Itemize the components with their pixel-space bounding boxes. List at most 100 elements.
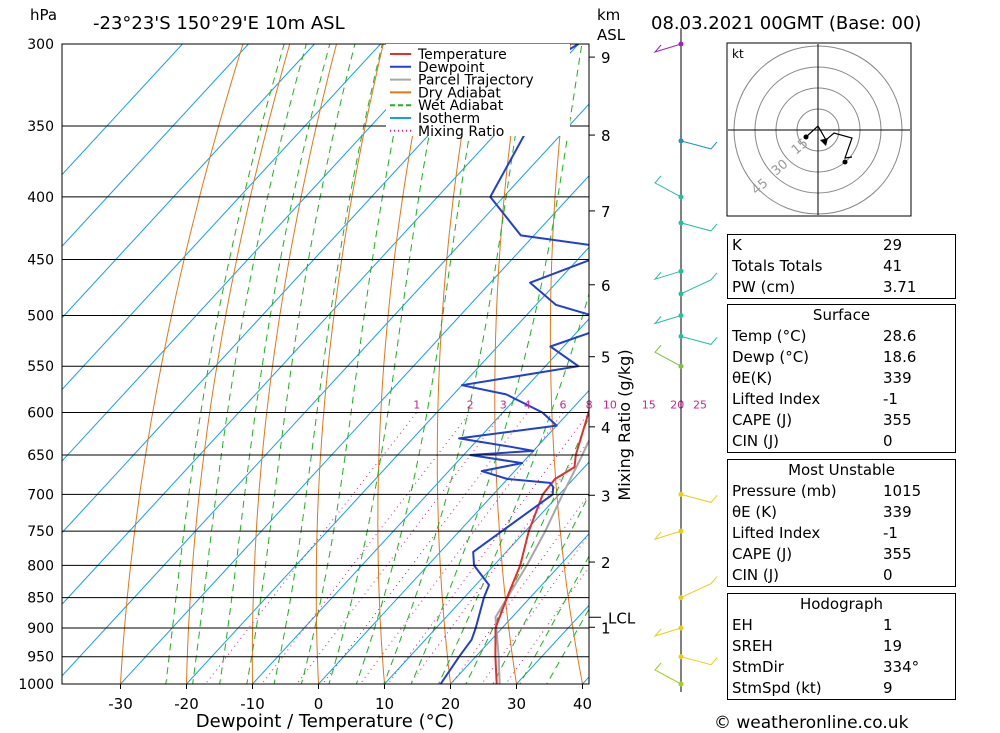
wet-adiabat-line xyxy=(492,493,589,684)
legend-label: Dry Adiabat xyxy=(418,85,501,101)
pressure-tick-label: 400 xyxy=(27,190,54,206)
isotherm-line xyxy=(62,103,589,677)
dry-adiabat-line xyxy=(377,44,431,684)
most-unstable-row: CIN (J) 0 xyxy=(732,566,893,584)
mixing-ratio-line xyxy=(505,566,589,684)
hodograph-row: EH 1 xyxy=(732,616,893,634)
legend-label: Isotherm xyxy=(418,111,480,127)
mixing-ratio-label: 25 xyxy=(693,398,707,411)
wet-adiabat-line xyxy=(192,44,307,684)
wind-barb xyxy=(654,344,682,367)
mixing-ratio-label: 10 xyxy=(603,398,617,411)
mixing-ratio-label: 3 xyxy=(500,398,507,411)
km-tick-label: 6 xyxy=(601,277,611,295)
footer-credit: © weatheronline.co.uk xyxy=(714,713,909,733)
hodograph-title: Hodograph xyxy=(799,595,884,613)
km-tick-label: 1 xyxy=(601,619,611,637)
km-tick-label: 7 xyxy=(601,203,611,221)
surface-row: θE(K) 339 xyxy=(732,369,912,387)
pressure-tick-label: 350 xyxy=(27,119,54,135)
isotherm-line xyxy=(62,44,579,606)
most-unstable-row: θE (K) 339 xyxy=(732,503,912,521)
wind-barb-point xyxy=(678,625,684,631)
x-axis-title: Dewpoint / Temperature (°C) xyxy=(196,711,454,732)
wind-barb xyxy=(680,140,718,150)
pressure-tick-label: 550 xyxy=(27,359,54,375)
pressure-tick-label: 600 xyxy=(27,405,54,421)
wet-adiabat-line xyxy=(383,44,531,684)
hodograph-unit-label: kt xyxy=(732,47,744,61)
isotherm-line xyxy=(119,175,589,684)
surface-row: Dewp (°C) 18.6 xyxy=(732,348,917,366)
most-unstable-table: Most Unstable Pressure (mb) 1015 θE (K) 33… xyxy=(727,459,956,587)
pressure-tick-label: 1000 xyxy=(18,677,54,693)
dewpoint-line xyxy=(439,44,589,684)
wind-barb-point xyxy=(678,363,684,369)
location-title: -23°23'S 150°29'E 10m ASL xyxy=(93,13,345,34)
wet-adiabat-line xyxy=(465,415,589,684)
wet-adiabat-line xyxy=(219,44,331,684)
surface-row: CAPE (J) 355 xyxy=(732,411,912,429)
km-tick-label: 3 xyxy=(601,487,611,505)
wet-adiabat-line xyxy=(438,292,589,684)
temperature-tick-label: 20 xyxy=(441,695,460,713)
wind-barb xyxy=(653,530,682,541)
wind-barb xyxy=(654,662,682,685)
temperature-line xyxy=(494,407,589,684)
pressure-tick-label: 700 xyxy=(27,487,54,503)
mixing-ratio-label: 15 xyxy=(642,398,656,411)
dry-adiabat-line xyxy=(185,44,291,684)
wind-barb xyxy=(680,335,718,345)
mixing-ratio-line xyxy=(204,412,418,684)
lcl-label: LCL xyxy=(608,609,636,627)
wind-barb xyxy=(680,656,718,666)
parcel-trajectory-line xyxy=(494,438,589,684)
wind-barb xyxy=(680,493,718,503)
datetime-title: 08.03.2021 00GMT (Base: 00) xyxy=(651,13,921,34)
isotherm-line xyxy=(449,533,589,684)
mixing-ratio-line xyxy=(296,412,504,684)
pressure-tick-label: 650 xyxy=(27,448,54,464)
wet-adiabat-line xyxy=(410,44,583,684)
isotherm-line xyxy=(62,44,249,248)
km-tick-label: 8 xyxy=(601,127,611,145)
wind-barb-point xyxy=(678,220,684,226)
hodograph-row: SREH 19 xyxy=(732,637,903,655)
index-row: PW (cm) 3.71 xyxy=(732,278,917,296)
dry-adiabat-line xyxy=(119,44,244,684)
mixing-ratio-label: 1 xyxy=(413,398,420,411)
temperature-tick-label: -10 xyxy=(240,695,265,713)
km-label: km xyxy=(597,6,620,24)
surface-row: Lifted Index -1 xyxy=(732,390,898,408)
wind-barb-point xyxy=(678,291,684,297)
dry-adiabat-line xyxy=(657,44,722,710)
hodograph-row: StmSpd (kt) 9 xyxy=(732,679,893,697)
plot-frame xyxy=(61,43,590,685)
wind-barb xyxy=(680,576,718,599)
isotherm-line xyxy=(62,44,315,319)
mixing-ratio-line xyxy=(409,439,589,684)
mixing-ratio-line xyxy=(261,412,471,684)
isotherm-line xyxy=(62,44,447,462)
most-unstable-row: Lifted Index -1 xyxy=(732,524,898,542)
temperature-tick-label: -20 xyxy=(174,695,199,713)
mixing-ratio-label: 6 xyxy=(560,398,567,411)
dry-adiabat-line xyxy=(991,44,1000,710)
surface-title: Surface xyxy=(812,306,871,324)
isotherm-line xyxy=(62,44,513,534)
wind-barb-point xyxy=(678,333,684,339)
km-tick-label: 2 xyxy=(601,554,611,572)
mixing-ratio-label: 20 xyxy=(670,398,684,411)
surface-row: Temp (°C) 28.6 xyxy=(732,327,917,345)
wind-barb-point xyxy=(678,194,684,200)
hodograph-point xyxy=(842,159,848,165)
temperature-tick-label: 0 xyxy=(314,695,324,713)
legend-box xyxy=(386,44,570,136)
pressure-tick-label: 450 xyxy=(27,253,54,269)
hodograph-row: StmDir 334° xyxy=(732,658,920,676)
wind-barb xyxy=(653,270,682,281)
index-row: K 29 xyxy=(732,236,903,254)
wet-adiabat-line xyxy=(165,44,285,684)
wind-barb-point xyxy=(678,595,684,601)
